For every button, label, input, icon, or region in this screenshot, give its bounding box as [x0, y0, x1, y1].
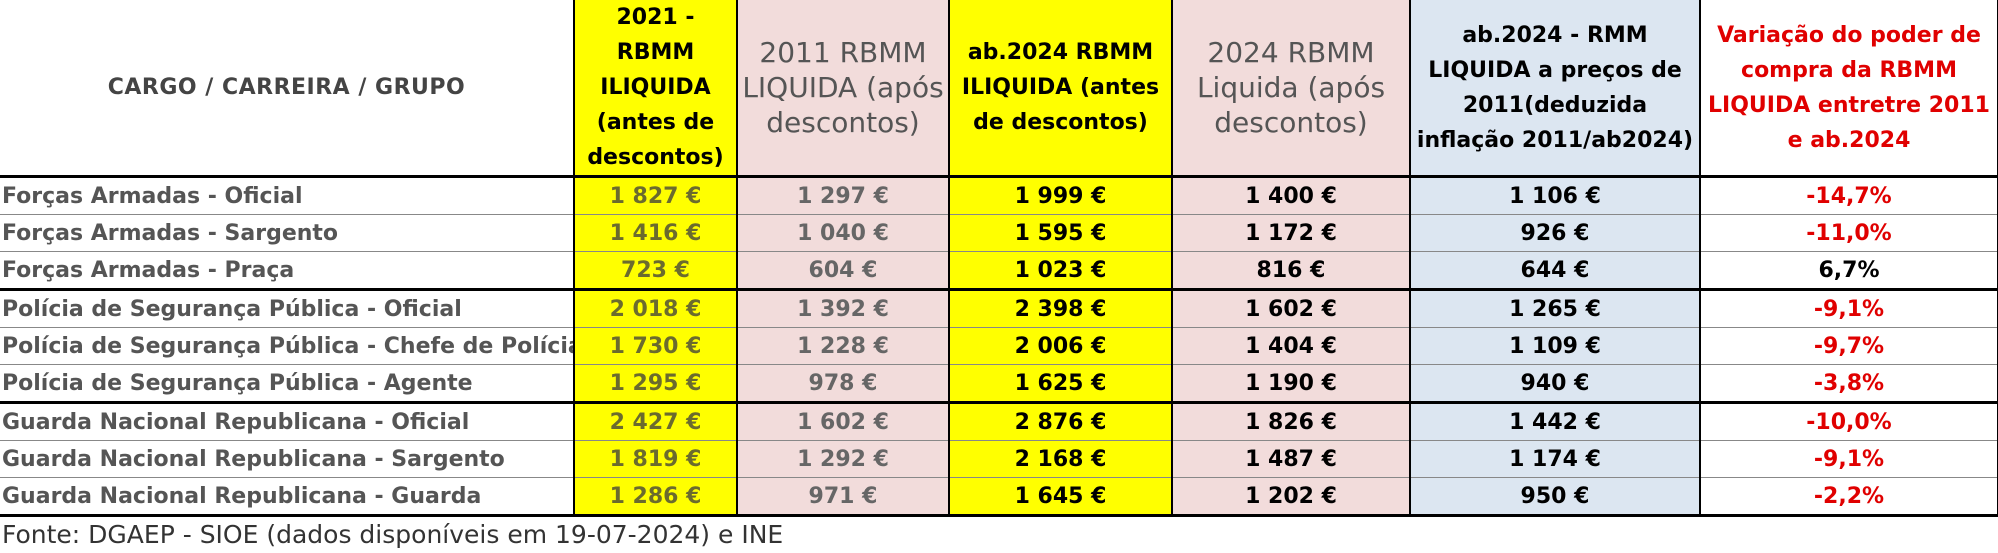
- cell-cargo: Polícia de Segurança Pública - Oficial: [0, 289, 575, 328]
- cell-rbmm-2021-iliquida: 723 €: [574, 251, 738, 291]
- cell-rbmm-ab2024-iliquida: 1 595 €: [949, 214, 1173, 252]
- cell-cargo: Polícia de Segurança Pública - Chefe de …: [0, 327, 575, 365]
- cell-rbmm-2021-iliquida: 1 730 €: [574, 327, 738, 365]
- table-row: Forças Armadas - Oficial 1 827 €1 297 €1 …: [0, 176, 1998, 215]
- cell-rbmm-2024-liquida: 1 172 €: [1172, 214, 1411, 252]
- cell-variacao-poder-compra: -2,2%: [1700, 477, 1998, 517]
- cell-rmm-ab2024-precos-2011: 926 €: [1410, 214, 1701, 252]
- table-row: Polícia de Segurança Pública - Agente 1 2…: [0, 364, 1998, 404]
- cell-rmm-ab2024-precos-2011: 1 265 €: [1410, 289, 1701, 328]
- cell-rmm-ab2024-precos-2011: 1 442 €: [1410, 402, 1701, 441]
- cell-rmm-ab2024-precos-2011: 1 109 €: [1410, 327, 1701, 365]
- cell-rbmm-2024-liquida: 1 404 €: [1172, 327, 1411, 365]
- cell-rbmm-2011-liquida: 971 €: [737, 477, 950, 517]
- cell-rbmm-2024-liquida: 816 €: [1172, 251, 1411, 291]
- cell-cargo: Guarda Nacional Republicana - Oficial: [0, 402, 575, 441]
- cell-rbmm-2021-iliquida: 1 827 €: [574, 176, 738, 215]
- cell-rbmm-2011-liquida: 1 040 €: [737, 214, 950, 252]
- header-ab2024-rmm-precos-2011: ab.2024 - RMM LIQUIDA a preços de 2011(d…: [1410, 0, 1701, 178]
- cell-cargo: Guarda Nacional Republicana - Guarda: [0, 477, 575, 517]
- header-2024-rbmm-liquida: 2024 RBMM Liquida (após descontos): [1172, 0, 1411, 178]
- cell-rbmm-ab2024-iliquida: 2 398 €: [949, 289, 1173, 328]
- header-variacao-poder-compra: Variação do poder de compra da RBMM LIQU…: [1700, 0, 1998, 178]
- cell-rbmm-2024-liquida: 1 190 €: [1172, 364, 1411, 404]
- cell-rbmm-2024-liquida: 1 826 €: [1172, 402, 1411, 441]
- cell-rbmm-2021-iliquida: 2 427 €: [574, 402, 738, 441]
- header-cargo: CARGO / CARREIRA / GRUPO: [0, 0, 575, 178]
- cell-rbmm-2024-liquida: 1 202 €: [1172, 477, 1411, 517]
- table-row: Forças Armadas - Sargento 1 416 €1 040 €1…: [0, 214, 1998, 252]
- cell-rmm-ab2024-precos-2011: 1 174 €: [1410, 440, 1701, 478]
- source-note: Fonte: DGAEP - SIOE (dados disponíveis e…: [2, 520, 784, 549]
- cell-rbmm-2011-liquida: 604 €: [737, 251, 950, 291]
- cell-rmm-ab2024-precos-2011: 950 €: [1410, 477, 1701, 517]
- cell-rbmm-ab2024-iliquida: 1 625 €: [949, 364, 1173, 404]
- table-row: Guarda Nacional Republicana - Oficial 2 4…: [0, 402, 1998, 441]
- cell-rbmm-2024-liquida: 1 602 €: [1172, 289, 1411, 328]
- cell-variacao-poder-compra: -9,1%: [1700, 289, 1998, 328]
- cell-rbmm-2011-liquida: 1 392 €: [737, 289, 950, 328]
- cell-variacao-poder-compra: -9,7%: [1700, 327, 1998, 365]
- cell-rbmm-2021-iliquida: 1 819 €: [574, 440, 738, 478]
- cell-rbmm-2024-liquida: 1 400 €: [1172, 176, 1411, 215]
- cell-variacao-poder-compra: -3,8%: [1700, 364, 1998, 404]
- cell-rmm-ab2024-precos-2011: 1 106 €: [1410, 176, 1701, 215]
- cell-rbmm-2011-liquida: 1 297 €: [737, 176, 950, 215]
- header-2021-rbmm-iliquida: 2021 - RBMM ILIQUIDA (antes de descontos…: [574, 0, 738, 178]
- salary-table: CARGO / CARREIRA / GRUPO 2021 - RBMM ILI…: [0, 0, 1998, 517]
- cell-rbmm-ab2024-iliquida: 2 006 €: [949, 327, 1173, 365]
- cell-variacao-poder-compra: -14,7%: [1700, 176, 1998, 215]
- cell-cargo: Guarda Nacional Republicana - Sargento: [0, 440, 575, 478]
- table-row: Polícia de Segurança Pública - Oficial 2 …: [0, 289, 1998, 328]
- cell-rbmm-2021-iliquida: 1 286 €: [574, 477, 738, 517]
- cell-cargo: Forças Armadas - Praça: [0, 251, 575, 291]
- cell-rbmm-ab2024-iliquida: 1 999 €: [949, 176, 1173, 215]
- table-row: Guarda Nacional Republicana - Guarda 1 28…: [0, 477, 1998, 517]
- cell-rbmm-ab2024-iliquida: 2 876 €: [949, 402, 1173, 441]
- cell-rbmm-2021-iliquida: 1 416 €: [574, 214, 738, 252]
- cell-rbmm-ab2024-iliquida: 1 023 €: [949, 251, 1173, 291]
- header-2011-rbmm-liquida: 2011 RBMM LIQUIDA (após descontos): [737, 0, 950, 178]
- header-row: CARGO / CARREIRA / GRUPO 2021 - RBMM ILI…: [0, 0, 1998, 178]
- cell-rbmm-2021-iliquida: 1 295 €: [574, 364, 738, 404]
- cell-rbmm-2011-liquida: 1 292 €: [737, 440, 950, 478]
- cell-rbmm-2024-liquida: 1 487 €: [1172, 440, 1411, 478]
- cell-rbmm-2021-iliquida: 2 018 €: [574, 289, 738, 328]
- cell-cargo: Forças Armadas - Sargento: [0, 214, 575, 252]
- cell-rbmm-2011-liquida: 1 228 €: [737, 327, 950, 365]
- cell-rbmm-ab2024-iliquida: 1 645 €: [949, 477, 1173, 517]
- cell-variacao-poder-compra: -10,0%: [1700, 402, 1998, 441]
- table-row: Guarda Nacional Republicana - Sargento 1 …: [0, 440, 1998, 478]
- cell-rmm-ab2024-precos-2011: 940 €: [1410, 364, 1701, 404]
- cell-cargo: Forças Armadas - Oficial: [0, 176, 575, 215]
- cell-rbmm-2011-liquida: 1 602 €: [737, 402, 950, 441]
- cell-variacao-poder-compra: 6,7%: [1700, 251, 1998, 291]
- header-ab2024-rbmm-iliquida: ab.2024 RBMM ILIQUIDA (antes de desconto…: [949, 0, 1173, 178]
- cell-variacao-poder-compra: -11,0%: [1700, 214, 1998, 252]
- table-row: Forças Armadas - Praça 723 €604 €1 023 €8…: [0, 251, 1998, 291]
- cell-rbmm-2011-liquida: 978 €: [737, 364, 950, 404]
- cell-rbmm-ab2024-iliquida: 2 168 €: [949, 440, 1173, 478]
- cell-cargo: Polícia de Segurança Pública - Agente: [0, 364, 575, 404]
- cell-variacao-poder-compra: -9,1%: [1700, 440, 1998, 478]
- table-row: Polícia de Segurança Pública - Chefe de …: [0, 327, 1998, 365]
- cell-rmm-ab2024-precos-2011: 644 €: [1410, 251, 1701, 291]
